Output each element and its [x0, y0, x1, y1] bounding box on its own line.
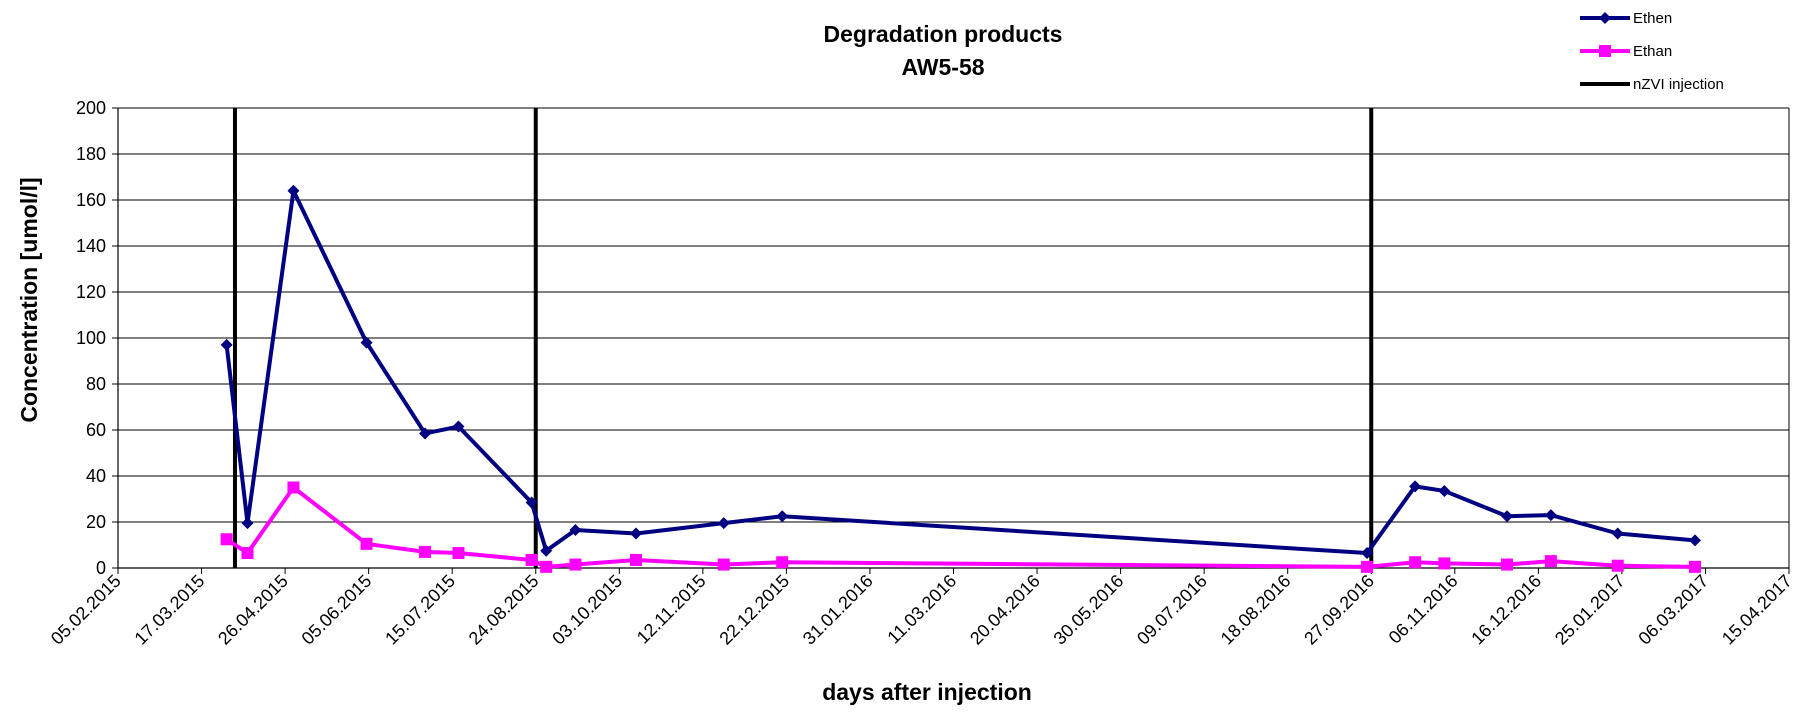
ethan-point [241, 547, 254, 560]
ethen-point [1438, 484, 1451, 497]
ethen-point [717, 517, 730, 530]
ethan-point [1361, 560, 1374, 573]
y-tick-label: 100 [76, 328, 106, 348]
ethan-point [1544, 555, 1557, 568]
ethan-point [569, 558, 582, 571]
x-tick-label: 15.07.2015 [381, 571, 459, 649]
ethen-point [452, 420, 465, 433]
ethan-point [776, 556, 789, 569]
x-tick-label: 03.10.2015 [548, 571, 626, 649]
ethan-point [360, 537, 373, 550]
ethan-point [717, 558, 730, 571]
ethen-point [630, 527, 643, 540]
ethen-point [1501, 510, 1514, 523]
ethen-point [540, 544, 553, 557]
x-tick-label: 18.08.2016 [1217, 571, 1295, 649]
x-axis-title: days after injection [822, 679, 1032, 705]
legend-label: Ethen [1633, 10, 1672, 27]
ethan-point [540, 560, 553, 573]
x-tick-label: 05.02.2015 [47, 571, 125, 649]
ethan-point [1611, 559, 1624, 572]
ethan-point [287, 481, 300, 494]
legend-label: nZVI injection [1633, 76, 1724, 93]
legend-item-ethen: Ethen [1580, 10, 1672, 27]
x-tick-label: 12.11.2015 [633, 571, 710, 648]
chart-title: Degradation products [824, 21, 1063, 47]
x-tick-label: 16.12.2016 [1467, 571, 1545, 649]
ethan-point [1438, 557, 1451, 570]
ethen-point [1544, 509, 1557, 522]
ethan-point [1409, 556, 1422, 569]
ethen-point [419, 427, 432, 440]
ethan-point [1501, 558, 1514, 571]
ethan-point [525, 553, 538, 566]
y-tick-label: 20 [86, 512, 106, 532]
data-series [220, 108, 1702, 573]
ethen-point [1361, 547, 1374, 560]
x-tick-label: 27.09.2016 [1300, 571, 1378, 649]
legend-item-nzvi-injection: nZVI injection [1580, 76, 1724, 93]
ethen-point [776, 510, 789, 523]
ethen-point [220, 338, 233, 351]
x-tick-label: 22.12.2015 [715, 571, 793, 649]
y-tick-label: 180 [76, 144, 106, 164]
series-nzvi-injection [232, 108, 1374, 568]
ethan-point [1689, 560, 1702, 573]
y-tick-label: 0 [96, 558, 106, 578]
ethen-point [525, 496, 538, 509]
series-ethan [220, 481, 1702, 573]
ethen-point [1611, 527, 1624, 540]
x-tick-label: 26.04.2015 [214, 571, 292, 649]
x-tick-label: 24.08.2015 [465, 571, 543, 649]
x-tick-label: 31.01.2016 [799, 571, 877, 649]
ethan-point [220, 533, 233, 546]
x-tick-label: 25.01.2017 [1551, 571, 1629, 649]
ethan-point [452, 547, 465, 560]
ethan-point [419, 545, 432, 558]
ethen-point [287, 184, 300, 197]
tick-labels: 0 20 40 60 80 100 120 140 160 180 200 05.02.2015 17.… [47, 98, 1796, 649]
x-tick-label: 09.07.2016 [1133, 571, 1211, 649]
y-tick-label: 80 [86, 374, 106, 394]
y-tick-label: 160 [76, 190, 106, 210]
y-tick-label: 200 [76, 98, 106, 118]
chart-subtitle: AW5-58 [901, 54, 984, 80]
x-tick-label: 17.03.2015 [131, 571, 209, 649]
x-tick-label: 20.04.2016 [966, 571, 1044, 649]
ethan-point [630, 553, 643, 566]
x-tick-label: 05.06.2015 [298, 571, 376, 649]
y-tick-label: 140 [76, 236, 106, 256]
x-tick-label: 06.03.2017 [1634, 571, 1712, 649]
legend-swatch-marker [1599, 45, 1611, 57]
ethen-point [1409, 480, 1422, 493]
ethen-point [1689, 534, 1702, 547]
y-tick-label: 120 [76, 282, 106, 302]
gridlines [118, 107, 1789, 523]
legend-label: Ethan [1633, 43, 1672, 60]
legend-item-ethan: Ethan [1580, 43, 1672, 60]
legend-swatch-marker [1599, 12, 1611, 24]
ethen-line [224, 188, 1696, 556]
series-ethen [220, 184, 1702, 560]
ethen-point [241, 517, 254, 530]
legend: Ethen Ethan nZVI injection [1580, 10, 1724, 93]
y-tick-label: 60 [86, 420, 106, 440]
y-axis-title: Concentration [umol/l] [16, 177, 42, 422]
ethen-point [360, 336, 373, 349]
x-tick-label: 30.05.2016 [1050, 571, 1128, 649]
y-tick-label: 40 [86, 466, 106, 486]
ethen-point [569, 524, 582, 537]
x-tick-label: 11.03.2016 [883, 571, 960, 648]
x-tick-label: 06.11.2016 [1385, 571, 1462, 648]
x-tick-label: 15.04.2017 [1718, 571, 1796, 649]
